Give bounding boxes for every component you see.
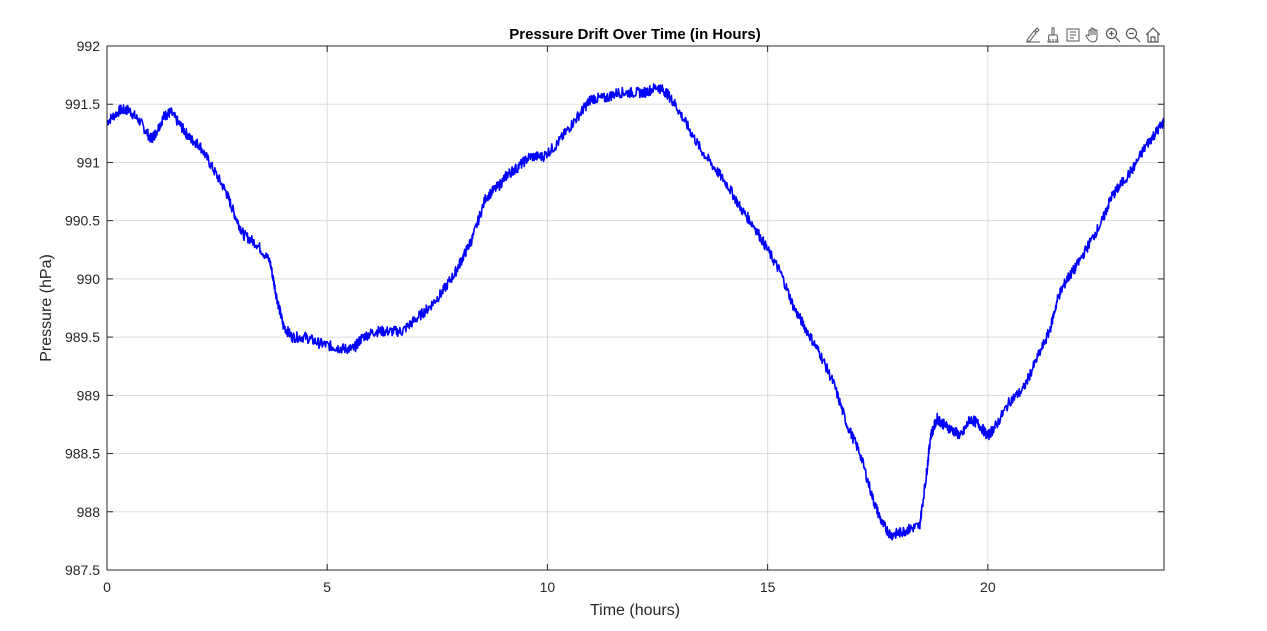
x-tick-label: 20: [980, 579, 996, 595]
axes: [106, 45, 1165, 571]
axes-toolbar: [1024, 26, 1162, 46]
plot-background: [107, 46, 1164, 570]
zoom-out-icon: [1125, 27, 1141, 43]
x-tick-label: 15: [760, 579, 776, 595]
x-tick-label: 10: [540, 579, 556, 595]
x-tick-label: 5: [323, 579, 331, 595]
y-tick-label: 989: [77, 387, 101, 403]
y-tick-label: 991: [77, 154, 101, 170]
pan-button[interactable]: [1084, 26, 1102, 44]
datatip-button[interactable]: [1064, 26, 1082, 44]
home-icon: [1145, 27, 1161, 43]
y-tick-label: 988: [77, 504, 101, 520]
y-tick-label: 992: [77, 38, 101, 54]
chart-title: Pressure Drift Over Time (in Hours): [509, 26, 760, 43]
tick-labels: 0 5 10 15 20 987.5 988 988.5 989 989.5 990 990.5 991…: [65, 38, 996, 595]
x-axis-label: Time (hours): [590, 602, 680, 619]
brush-button[interactable]: [1044, 26, 1062, 44]
gridlines: [107, 46, 1164, 570]
home-button[interactable]: [1144, 26, 1162, 44]
x-tick-label: 0: [103, 579, 111, 595]
y-tick-label: 988.5: [65, 446, 100, 462]
y-tick-label: 987.5: [65, 562, 100, 578]
zoom-out-button[interactable]: [1124, 26, 1142, 44]
y-axis-label: Pressure (hPa): [38, 254, 55, 362]
export-icon: [1026, 27, 1040, 43]
datatip-icon: [1066, 28, 1080, 42]
y-tick-label: 990: [77, 271, 101, 287]
y-tick-label: 989.5: [65, 329, 100, 345]
pan-hand-icon: [1085, 27, 1098, 43]
brush-icon: [1047, 27, 1059, 43]
export-button[interactable]: [1024, 26, 1042, 44]
plot-area: [106, 83, 1165, 541]
y-tick-label: 991.5: [65, 96, 100, 112]
zoom-in-icon: [1105, 27, 1121, 43]
zoom-in-button[interactable]: [1104, 26, 1122, 44]
pressure-series-line: [106, 83, 1165, 541]
y-tick-label: 990.5: [65, 213, 100, 229]
axes-box: [106, 45, 1165, 571]
